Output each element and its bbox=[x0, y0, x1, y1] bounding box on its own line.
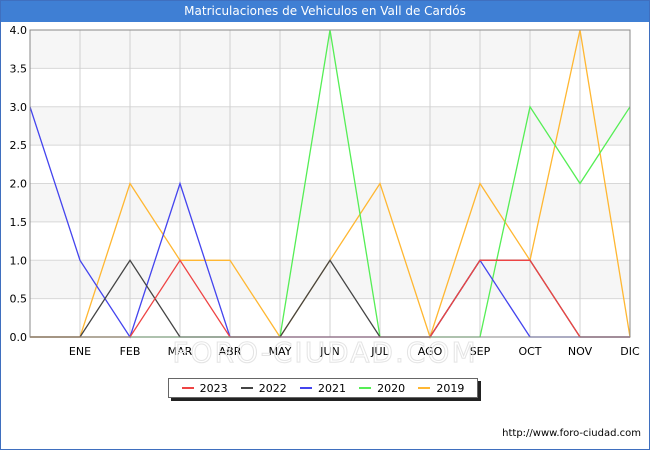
legend-label: 2022 bbox=[258, 381, 287, 395]
x-tick-label: MAY bbox=[269, 345, 292, 358]
legend-item-2022: 2022 bbox=[240, 381, 287, 395]
plot-border bbox=[29, 29, 631, 338]
x-tick-label: FEB bbox=[120, 345, 141, 358]
legend-item-2019: 2019 bbox=[418, 382, 464, 395]
x-tick-label: DIC bbox=[620, 345, 640, 358]
chart-legend: 2023 2022 2021 2020 2019 bbox=[168, 378, 478, 398]
y-tick-label: 3.0 bbox=[10, 101, 28, 114]
y-tick-label: 0.5 bbox=[10, 293, 28, 306]
y-tick-label: 3.5 bbox=[10, 62, 28, 75]
y-tick-label: 2.5 bbox=[10, 139, 28, 152]
legend-label: 2019 bbox=[436, 381, 465, 395]
chart-title: Matriculaciones de Vehiculos en Vall de … bbox=[1, 1, 649, 22]
x-tick-label: MAR bbox=[168, 345, 193, 358]
y-tick-label: 4.0 bbox=[10, 24, 28, 37]
y-tick-label: 0.0 bbox=[10, 331, 28, 344]
legend-swatch bbox=[418, 387, 431, 389]
x-tick-label: AGO bbox=[418, 345, 443, 358]
legend-item-2020: 2020 bbox=[359, 382, 405, 395]
x-tick-label: SEP bbox=[470, 345, 491, 358]
legend-label: 2020 bbox=[377, 381, 406, 395]
y-tick-label: 1.0 bbox=[10, 254, 28, 267]
legend-swatch bbox=[299, 387, 312, 389]
x-tick-label: ENE bbox=[69, 345, 91, 358]
y-tick-label: 2.0 bbox=[10, 178, 28, 191]
legend-swatch bbox=[181, 387, 194, 389]
legend-swatch bbox=[240, 387, 253, 389]
watermark-text: FORO-CIUDAD.COM bbox=[172, 336, 477, 369]
x-tick-label: OCT bbox=[518, 345, 541, 358]
x-tick-label: ABR bbox=[219, 345, 242, 358]
x-tick-label: JUL bbox=[370, 345, 389, 358]
footer-url[interactable]: http://www.foro-ciudad.com bbox=[502, 428, 641, 439]
x-tick-label: JUN bbox=[319, 345, 340, 358]
legend-item-2023: 2023 bbox=[181, 381, 228, 395]
y-tick-label: 1.5 bbox=[10, 216, 28, 229]
legend-swatch bbox=[359, 387, 372, 389]
legend-label: 2021 bbox=[317, 381, 346, 395]
legend-item-2021: 2021 bbox=[299, 381, 346, 395]
x-tick-label: NOV bbox=[568, 345, 593, 358]
legend-label: 2023 bbox=[199, 381, 228, 395]
